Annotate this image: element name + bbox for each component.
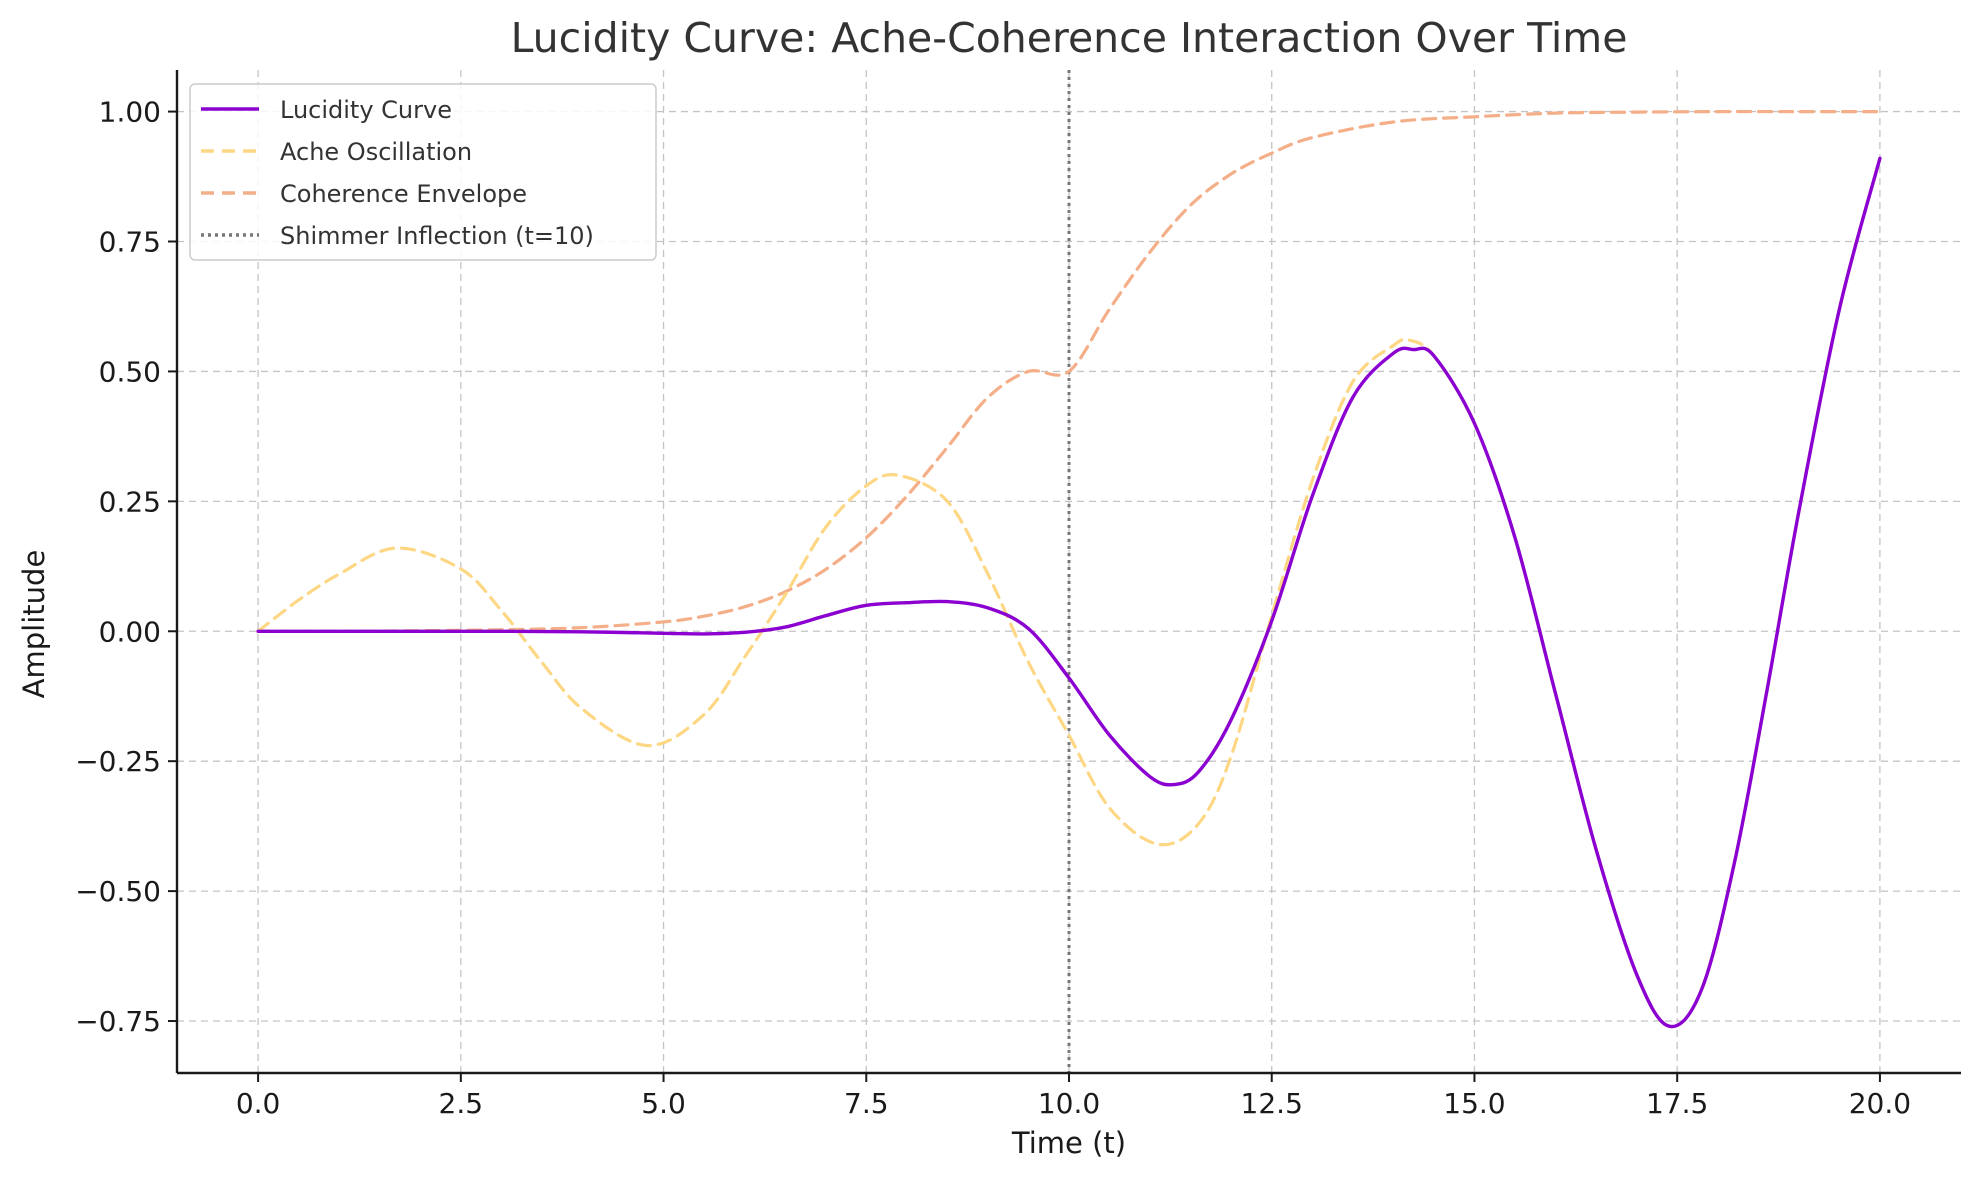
y-tick-label-5: 0.50 [99, 355, 161, 388]
y-tick-label-0: −0.75 [75, 1005, 161, 1038]
y-tick-label-3: 0.00 [99, 615, 161, 648]
y-tick-label-1: −0.50 [75, 875, 161, 908]
legend-box [189, 83, 657, 261]
ache-oscillation-line [256, 156, 1882, 1029]
x-tick-label-8: 20.0 [1849, 1087, 1911, 1120]
legend-label-lucidity-curve: Lucidity Curve [280, 96, 452, 124]
x-tick-label-3: 7.5 [844, 1087, 889, 1120]
coherence-envelope-line [256, 109, 1882, 633]
y-tick-label-6: 0.75 [99, 225, 161, 258]
legend: Lucidity Curve Ache Oscillation Coherence … [189, 83, 657, 261]
x-tick-label-7: 17.5 [1646, 1087, 1708, 1120]
y-tick-label-4: 0.25 [99, 485, 161, 518]
x-tick-label-6: 15.0 [1443, 1087, 1505, 1120]
x-tick-label-4: 10.0 [1038, 1087, 1100, 1120]
series-layer [256, 70, 1882, 1073]
x-axis-label: Time (t) [1011, 1126, 1126, 1160]
x-tick-label-5: 12.5 [1241, 1087, 1303, 1120]
legend-label-coherence-envelope: Coherence Envelope [280, 180, 527, 208]
x-tick-label-0: 0.0 [236, 1087, 281, 1120]
legend-label-shimmer-inflection-t-10: Shimmer Inflection (t=10) [280, 222, 594, 250]
lucidity-curve-line [256, 156, 1882, 1029]
y-axis-label: Amplitude [17, 550, 51, 699]
y-tick-label-2: −0.25 [75, 745, 161, 778]
x-tick-label-1: 2.5 [439, 1087, 484, 1120]
axes: 0.0 2.5 5.0 7.5 10.0 12.5 15.0 17.5 20.0 −0.75 −0.… [75, 70, 1961, 1120]
legend-label-ache-oscillation: Ache Oscillation [280, 138, 472, 166]
chart-title: Lucidity Curve: Ache-Coherence Interacti… [511, 14, 1628, 62]
x-tick-label-2: 5.0 [641, 1087, 686, 1120]
y-tick-label-7: 1.00 [99, 96, 161, 129]
